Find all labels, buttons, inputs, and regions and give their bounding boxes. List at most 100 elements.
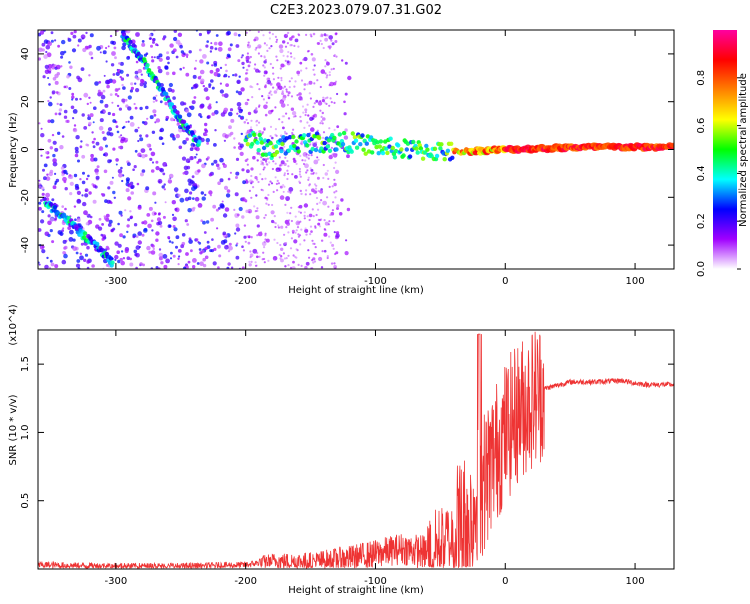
noise-point xyxy=(254,261,257,264)
noise-point xyxy=(162,215,166,219)
trace-point xyxy=(177,114,183,119)
noise-point xyxy=(314,253,318,256)
noise-point xyxy=(265,101,268,104)
noise-point xyxy=(109,93,113,96)
noise-point xyxy=(280,225,284,229)
noise-point xyxy=(52,185,57,190)
noise-point xyxy=(261,95,264,98)
noise-point xyxy=(279,243,282,247)
noise-point xyxy=(303,203,309,208)
noise-point xyxy=(347,75,352,81)
noise-point xyxy=(263,55,266,58)
noise-point xyxy=(227,262,230,266)
noise-point xyxy=(272,160,275,163)
noise-point xyxy=(173,187,179,192)
noise-point xyxy=(283,149,286,152)
noise-point xyxy=(250,167,254,171)
noise-point xyxy=(246,59,250,64)
noise-point xyxy=(40,219,45,224)
noise-point xyxy=(236,242,239,245)
x-tick-label: -300 xyxy=(105,576,128,587)
noise-point xyxy=(308,184,311,187)
noise-point xyxy=(68,237,74,242)
noise-point xyxy=(119,69,124,74)
noise-point xyxy=(280,63,285,68)
trace-point xyxy=(52,205,58,210)
spectrogram-xlabel: Height of straight line (km) xyxy=(288,285,424,296)
noise-point xyxy=(168,173,174,179)
noise-point xyxy=(227,250,231,253)
noise-point xyxy=(310,230,313,233)
noise-point xyxy=(325,102,328,105)
noise-point xyxy=(272,72,275,75)
noise-point xyxy=(204,255,209,260)
noise-point xyxy=(156,55,160,60)
noise-point xyxy=(44,264,49,269)
noise-point xyxy=(300,79,304,82)
noise-point xyxy=(73,124,77,127)
noise-point xyxy=(223,75,226,78)
noise-point xyxy=(262,98,265,101)
trace-point xyxy=(110,260,115,265)
noise-point xyxy=(112,147,116,151)
noise-point xyxy=(105,46,108,50)
noise-point xyxy=(310,53,314,56)
noise-point xyxy=(182,266,187,269)
noise-point xyxy=(127,218,131,222)
noise-point xyxy=(105,263,109,267)
noise-point xyxy=(328,84,331,87)
trace-point xyxy=(268,141,273,146)
noise-point xyxy=(245,209,249,213)
noise-point xyxy=(327,205,330,208)
noise-point xyxy=(206,142,210,145)
noise-point xyxy=(321,99,325,103)
noise-point xyxy=(254,48,257,51)
noise-point xyxy=(206,40,209,43)
noise-point xyxy=(88,121,92,126)
noise-point xyxy=(344,61,348,65)
noise-point xyxy=(227,47,232,52)
noise-point xyxy=(62,227,65,230)
noise-point xyxy=(148,37,152,40)
noise-point xyxy=(235,90,239,94)
noise-point xyxy=(322,200,327,206)
trace-point xyxy=(310,146,315,152)
noise-point xyxy=(297,206,300,209)
trace-point xyxy=(128,39,133,45)
noise-point xyxy=(263,246,266,249)
noise-point xyxy=(181,156,187,161)
noise-point xyxy=(71,98,74,101)
noise-point xyxy=(282,126,285,130)
noise-point xyxy=(287,254,290,257)
noise-point xyxy=(333,262,336,265)
noise-point xyxy=(326,61,329,64)
noise-point xyxy=(265,202,268,205)
noise-point xyxy=(318,225,322,228)
noise-point xyxy=(99,91,104,96)
noise-point xyxy=(262,64,265,67)
noise-point xyxy=(236,79,241,85)
noise-point xyxy=(299,154,302,158)
noise-point xyxy=(335,169,340,174)
noise-point xyxy=(290,237,293,240)
noise-point xyxy=(38,47,43,53)
noise-point xyxy=(125,177,130,182)
noise-point xyxy=(251,96,254,99)
noise-point xyxy=(217,46,223,52)
trace-point xyxy=(378,139,384,144)
x-tick-label: -200 xyxy=(234,576,257,587)
noise-point xyxy=(277,182,280,185)
noise-point xyxy=(252,186,255,189)
noise-point xyxy=(306,83,309,86)
noise-point xyxy=(307,114,310,117)
noise-point xyxy=(235,157,240,161)
noise-point xyxy=(204,133,208,136)
noise-point xyxy=(286,60,290,64)
noise-point xyxy=(237,33,241,37)
trace-point xyxy=(411,139,416,145)
noise-point xyxy=(41,249,46,254)
noise-point xyxy=(272,78,275,81)
noise-point xyxy=(79,255,84,261)
noise-point xyxy=(299,211,302,214)
noise-point xyxy=(262,168,265,171)
